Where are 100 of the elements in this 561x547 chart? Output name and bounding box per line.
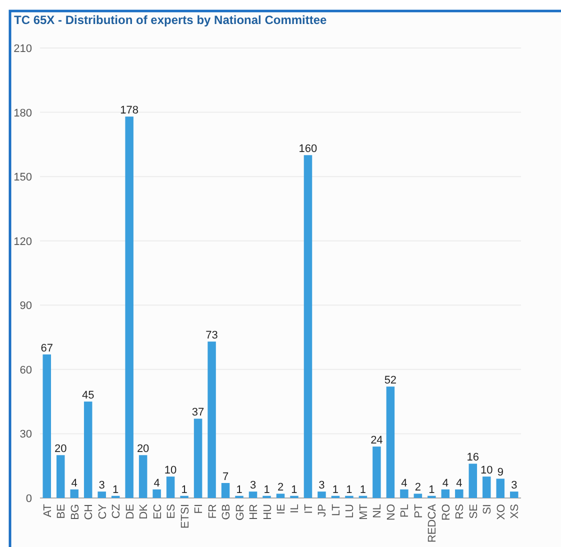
- data-label: 3: [250, 480, 256, 492]
- data-label: 4: [442, 477, 448, 490]
- data-label: 1: [181, 484, 188, 496]
- data-label: 73: [206, 330, 218, 342]
- bar: [441, 489, 450, 498]
- data-label: 16: [466, 452, 480, 464]
- data-label: 24: [370, 434, 383, 447]
- x-tick-label: NL: [372, 504, 384, 518]
- x-tick-label: SI: [482, 504, 494, 514]
- y-tick-label: 60: [20, 364, 32, 376]
- bar: [414, 494, 422, 498]
- bar: [496, 478, 505, 498]
- x-tick-label: FR: [206, 504, 219, 519]
- bar: [125, 116, 134, 498]
- x-tick-label: RO: [440, 504, 452, 520]
- x-tick-label: PT: [412, 504, 425, 518]
- chart-title: TC 65X - Distribution of experts by National Committee: [14, 13, 328, 27]
- bar: [482, 476, 491, 498]
- bar: [372, 446, 381, 498]
- y-tick-label: 210: [14, 43, 32, 55]
- x-tick-label: HR: [248, 504, 260, 520]
- data-label: 4: [154, 477, 160, 490]
- y-tick-label: 150: [14, 172, 32, 184]
- x-tick-label: LU: [344, 504, 356, 518]
- x-tick-label: MT: [358, 504, 370, 520]
- bar: [84, 402, 92, 498]
- x-tick-label: ETSI: [179, 504, 192, 528]
- data-label: 9: [497, 466, 504, 479]
- bar: [510, 492, 518, 498]
- x-tick-label: CY: [96, 503, 109, 520]
- x-tick-label: CZ: [110, 504, 123, 519]
- x-tick-label: XO: [495, 504, 508, 520]
- data-label: 45: [82, 390, 94, 402]
- x-tick-label: JP: [316, 504, 329, 517]
- bar: [70, 489, 78, 498]
- bar: [56, 455, 65, 498]
- data-label: 2: [414, 482, 421, 494]
- data-label: 4: [71, 477, 78, 490]
- x-tick-label: XS: [509, 504, 522, 519]
- data-label: 37: [192, 406, 204, 419]
- data-label: 7: [222, 471, 229, 483]
- x-tick-label: DK: [138, 503, 150, 520]
- x-tick-label: ES: [166, 504, 178, 519]
- x-tick-label: NO: [385, 504, 398, 520]
- bar: [208, 342, 216, 498]
- data-label: 4: [456, 477, 462, 490]
- bar: [166, 476, 175, 498]
- data-label: 1: [428, 484, 435, 496]
- data-label: 10: [480, 464, 493, 477]
- bar: [400, 489, 408, 498]
- bar: [318, 492, 326, 498]
- x-tick-label: AT: [42, 504, 54, 518]
- x-tick-label: IE: [276, 504, 288, 514]
- data-label: 2: [277, 482, 284, 494]
- x-tick-label: GB: [220, 504, 233, 520]
- data-label: 3: [318, 480, 325, 492]
- bar: [221, 483, 230, 498]
- data-label: 67: [40, 342, 53, 354]
- x-tick-label: IL: [289, 504, 302, 514]
- x-tick-label: GR: [234, 504, 246, 520]
- x-tick-label: BG: [69, 504, 82, 520]
- y-tick-label: 120: [14, 236, 32, 248]
- data-label: 1: [291, 484, 298, 496]
- x-tick-label: RS: [454, 504, 466, 520]
- x-tick-label: CH: [83, 504, 96, 520]
- bar: [304, 155, 312, 498]
- bar: [386, 386, 395, 498]
- data-label: 3: [98, 480, 105, 492]
- x-tick-label: REDCA: [426, 503, 439, 543]
- data-label: 1: [236, 484, 242, 496]
- y-tick-label: 180: [14, 107, 32, 120]
- x-tick-label: FI: [193, 504, 206, 514]
- bar: [42, 354, 51, 498]
- data-label: 20: [54, 443, 67, 456]
- x-tick-label: EC: [152, 504, 164, 520]
- x-tick-label: HU: [262, 504, 274, 520]
- y-tick-label: 90: [20, 300, 32, 312]
- data-label: 1: [332, 484, 339, 496]
- data-label: 1: [112, 484, 119, 496]
- data-label: 20: [136, 443, 150, 456]
- x-tick-label: DE: [124, 504, 136, 520]
- x-tick-label: LT: [330, 504, 342, 516]
- y-tick-label: 30: [20, 428, 32, 441]
- x-tick-label: SE: [468, 504, 480, 519]
- x-tick-label: BE: [56, 504, 68, 519]
- data-label: 52: [384, 374, 397, 387]
- bar: [194, 418, 202, 498]
- bar: [98, 492, 106, 498]
- bar: [248, 492, 258, 498]
- data-label: 1: [264, 484, 270, 496]
- data-label: 1: [346, 484, 352, 496]
- data-label: 3: [511, 480, 518, 492]
- x-tick-label: PL: [399, 504, 412, 518]
- data-label: 4: [401, 477, 408, 490]
- bar: [138, 455, 148, 498]
- data-label: 10: [164, 464, 177, 477]
- bar: [152, 489, 161, 498]
- data-label: 1: [360, 484, 366, 496]
- x-tick-label: IT: [302, 504, 315, 514]
- bar: [276, 494, 285, 498]
